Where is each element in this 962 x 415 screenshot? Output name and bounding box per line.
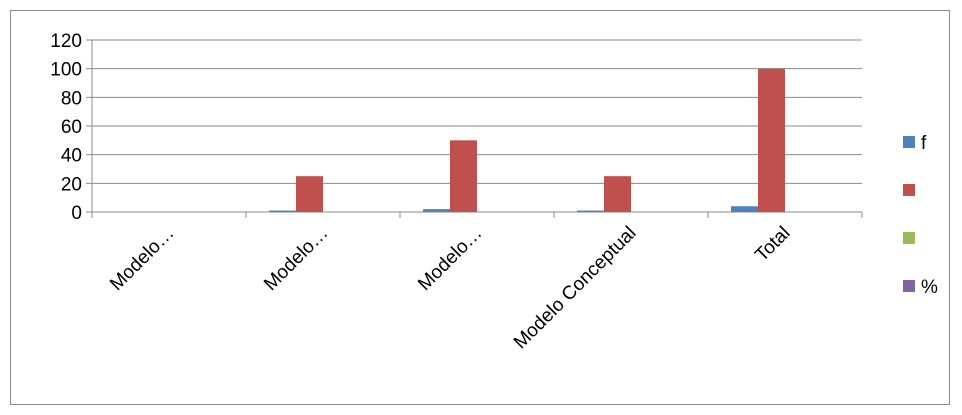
y-tick-label: 0	[71, 203, 82, 224]
x-category-label: Modelo Conceptual	[510, 223, 641, 354]
bar	[604, 176, 631, 212]
y-tick-label: 60	[61, 117, 82, 138]
y-tick-label: 100	[50, 60, 82, 81]
legend-swatch	[903, 136, 915, 148]
legend-swatch	[903, 280, 915, 292]
bar	[423, 209, 450, 212]
bar	[296, 176, 323, 212]
bar	[450, 140, 477, 212]
legend-label: f	[921, 133, 927, 154]
bar	[731, 206, 758, 212]
x-category-label: Modelo…	[414, 223, 486, 295]
x-category-label: Modelo…	[260, 223, 332, 295]
legend-swatch	[903, 184, 915, 196]
y-tick-label: 40	[61, 146, 82, 167]
x-category-label: Total	[751, 223, 794, 266]
bar	[577, 210, 604, 212]
legend-label: %	[921, 277, 938, 298]
x-category-label: Modelo…	[106, 223, 178, 295]
legend-swatch	[903, 232, 915, 244]
bar	[758, 68, 785, 213]
y-tick-label: 120	[50, 31, 82, 52]
bar	[269, 210, 296, 212]
y-tick-label: 20	[61, 174, 82, 195]
chart-frame	[10, 10, 950, 405]
y-tick-label: 80	[61, 88, 82, 109]
